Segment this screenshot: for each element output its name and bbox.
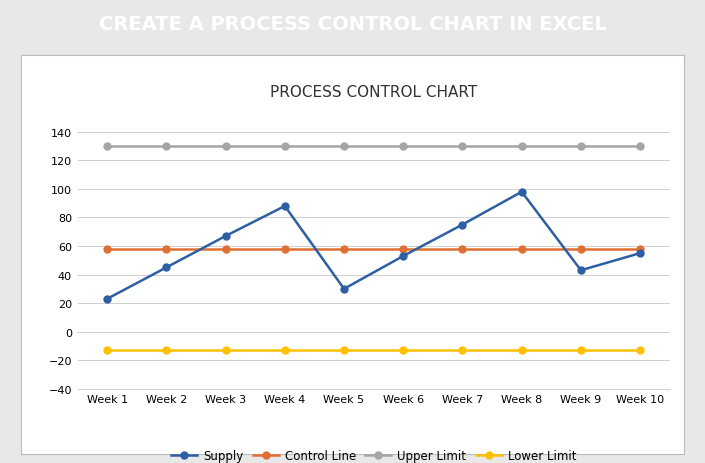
Legend: Supply, Control Line, Upper Limit, Lower Limit: Supply, Control Line, Upper Limit, Lower… <box>166 444 581 463</box>
Title: PROCESS CONTROL CHART: PROCESS CONTROL CHART <box>270 85 477 100</box>
Text: CREATE A PROCESS CONTROL CHART IN EXCEL: CREATE A PROCESS CONTROL CHART IN EXCEL <box>99 15 606 34</box>
